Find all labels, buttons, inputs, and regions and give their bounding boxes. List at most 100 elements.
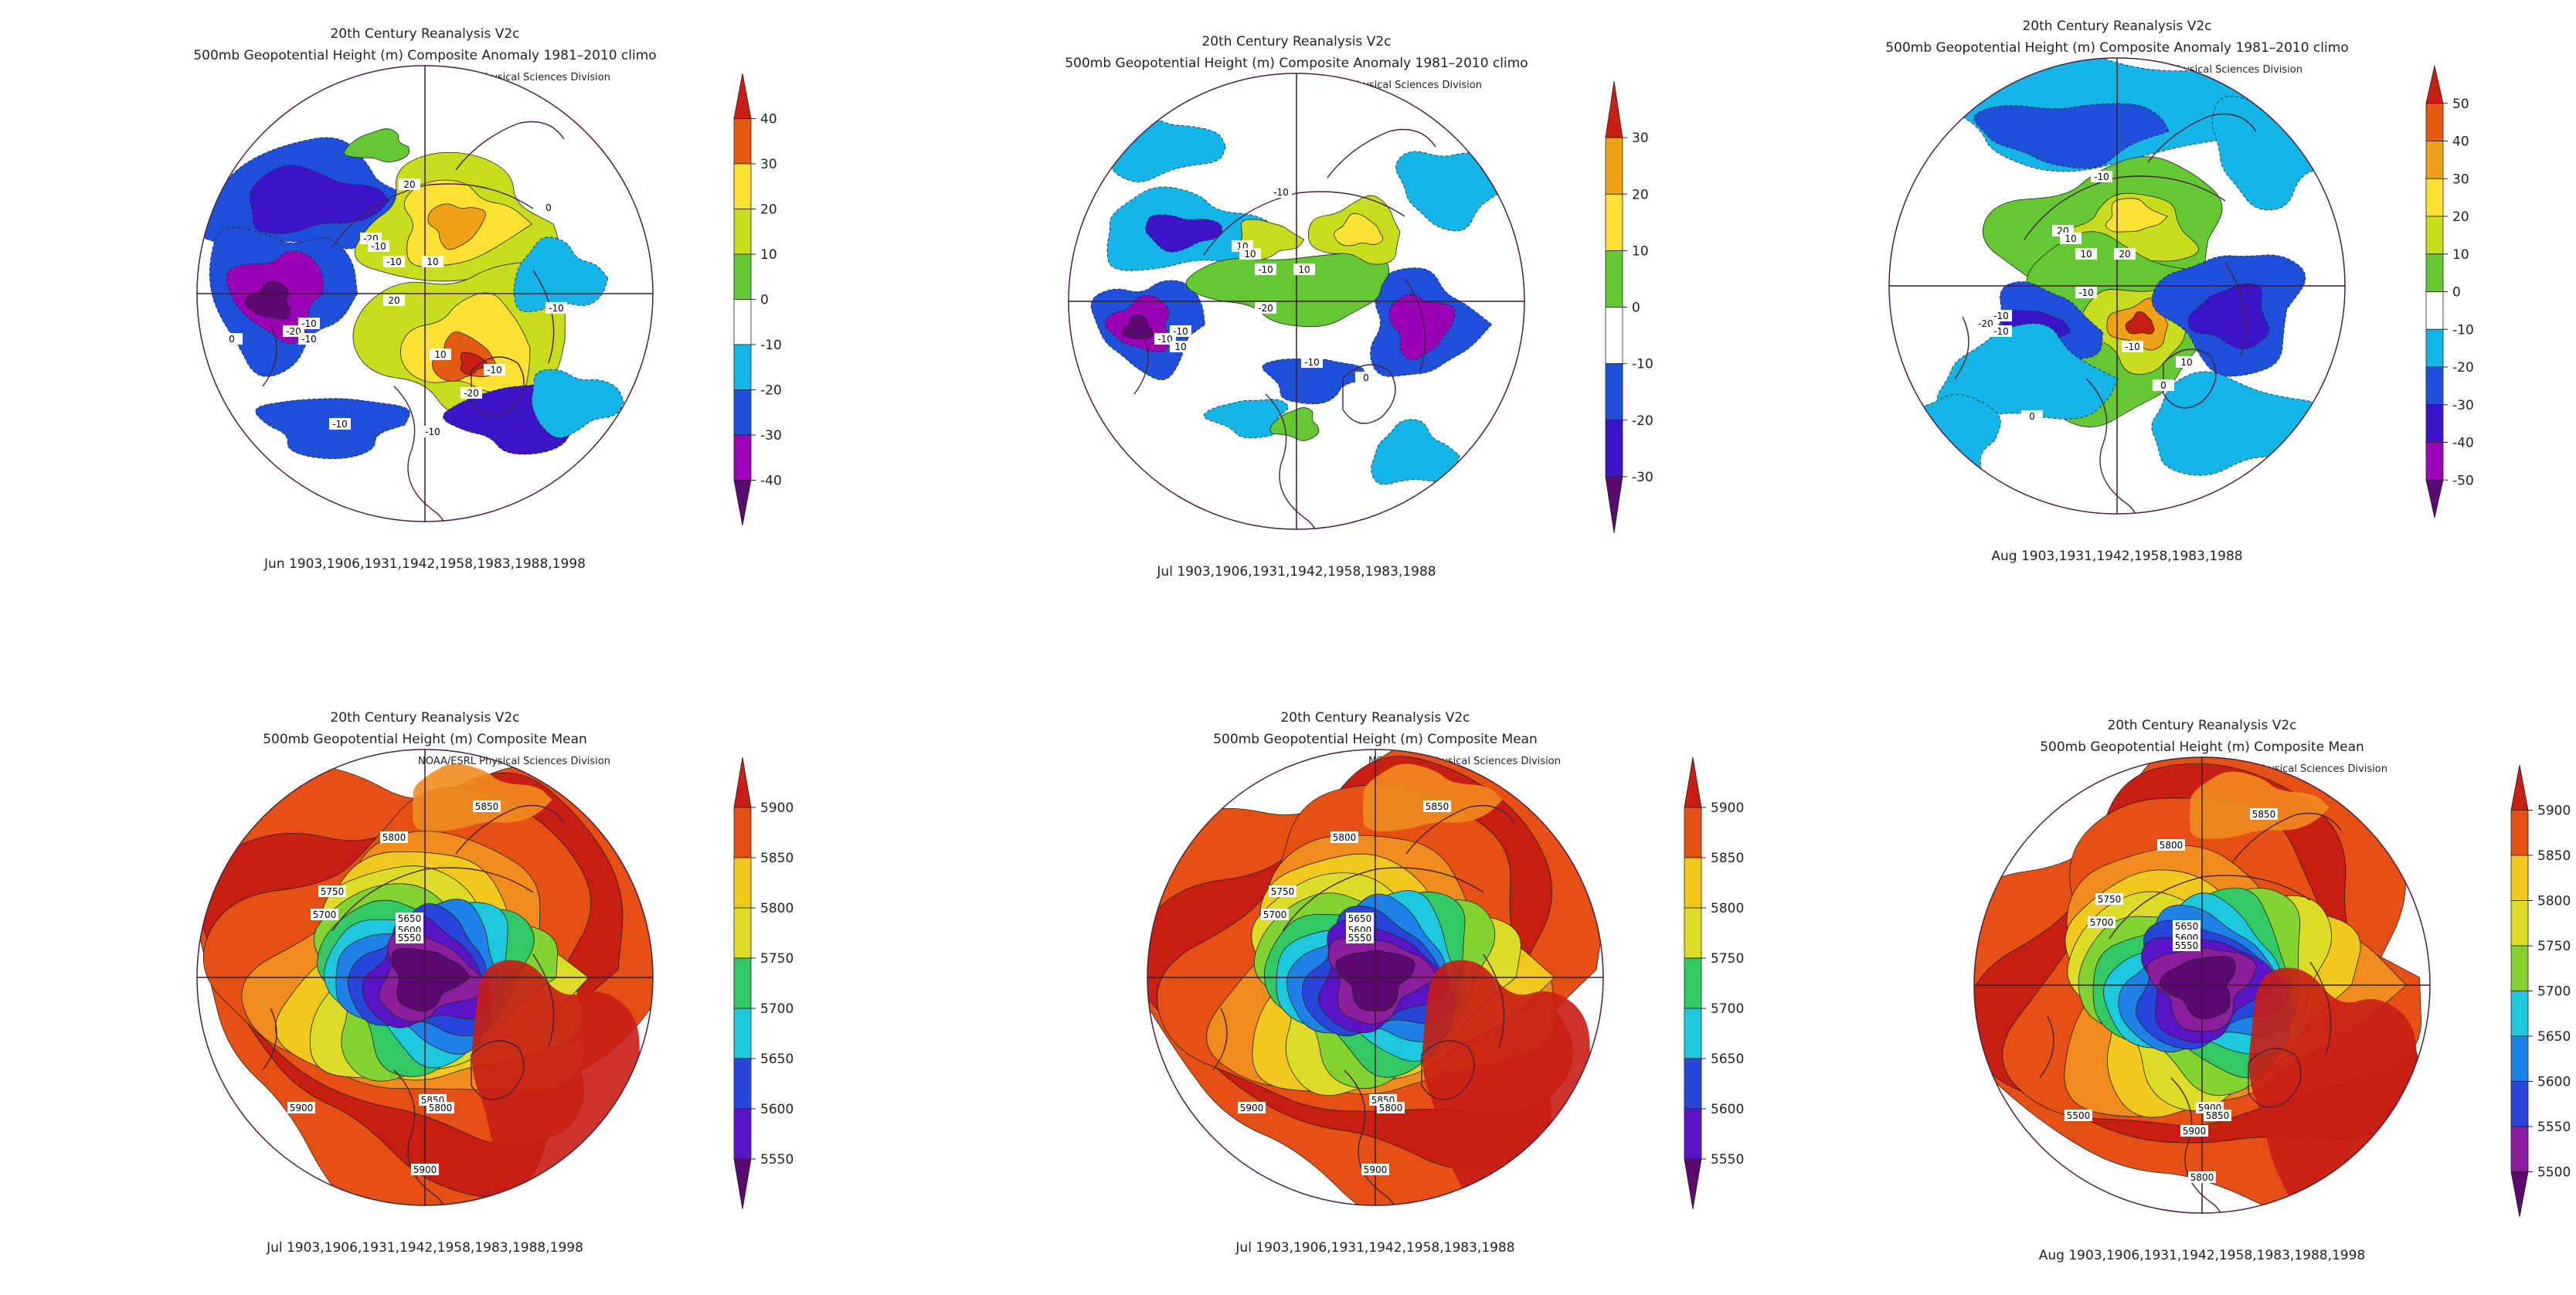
- contour-label: -10: [1157, 334, 1173, 345]
- colorbar-segment: [1684, 907, 1702, 959]
- coastline: [1265, 393, 1319, 529]
- colorbar-tick-label: 5750: [1711, 951, 1744, 967]
- contour-label: 10: [2065, 233, 2076, 244]
- contour-label-bg: [1238, 1102, 1266, 1113]
- contour-label: -10: [549, 303, 564, 314]
- contour-label: 10: [2080, 249, 2092, 260]
- colorbar-segment: [2510, 1081, 2529, 1127]
- colorbar-segment: [2510, 855, 2529, 901]
- colorbar-segment: [1684, 857, 1702, 909]
- coastline: [1344, 1069, 1398, 1205]
- contour-label-bg: [221, 333, 243, 345]
- colorbar-tick-label: 20: [760, 202, 777, 218]
- contour-label-bg: [311, 909, 338, 920]
- map-subtitle: 500mb Geopotential Height (m) Composite …: [1213, 732, 1538, 747]
- date-caption: Jul 1903,1906,1931,1942,1958,1983,1988,1…: [267, 1240, 583, 1256]
- date-caption: Aug 1903,1931,1942,1958,1983,1988: [1991, 549, 2243, 564]
- colorbar-segment: [1684, 807, 1702, 858]
- contour-label: -10: [2094, 172, 2109, 182]
- contour-label: 5650: [1348, 913, 1372, 924]
- map-title: 20th Century Reanalysis V2c: [1201, 34, 1392, 49]
- colorbar-tick-label: 30: [2452, 172, 2469, 187]
- colorbar-tick-label: -10: [1632, 357, 1653, 372]
- contour-label: 5850: [2206, 1110, 2230, 1121]
- contour-label: 5700: [313, 909, 337, 920]
- colorbar: 50 40 30 20 10 0 -10 -20 -30 -40 -50: [2425, 65, 2474, 518]
- colorbar-tick-label: -30: [1632, 470, 1653, 485]
- colorbar-tick-label: 0: [760, 293, 769, 308]
- colorbar: 5900 5850 5800 5750 5700 5650 5600 5550 5500: [2510, 764, 2571, 1218]
- contour-label-bg: [2173, 920, 2200, 932]
- contour-label-bg: [473, 800, 501, 812]
- contour-label-bg: [2176, 356, 2197, 368]
- colorbar-tick-label: 5700: [1711, 1001, 1744, 1017]
- ridge-region: [1422, 960, 1591, 1199]
- contour-label: -10: [1304, 357, 1320, 368]
- anomaly-contour: [460, 352, 488, 376]
- anomaly-contour: [1388, 294, 1456, 361]
- colorbar-tick-label: 50: [2452, 97, 2469, 112]
- contour-label-bg: [1346, 913, 1374, 924]
- contour-label-bg: [422, 426, 443, 437]
- colorbar-segment: [1605, 137, 1623, 195]
- contour-label-bg: [2075, 287, 2097, 298]
- contour-label: 0: [229, 334, 235, 345]
- map-subtitle: 500mb Geopotential Height (m) Composite …: [263, 732, 587, 747]
- contour-label-bg: [287, 1102, 315, 1113]
- contour-label-bg: [2204, 1110, 2231, 1121]
- contour-label: 5850: [1426, 801, 1449, 812]
- contour-label-bg: [460, 387, 482, 399]
- contour-label: -20: [1258, 303, 1273, 314]
- contour-label: -10: [1258, 264, 1273, 275]
- contour-label-bg: [1170, 341, 1191, 352]
- contour-label-bg: [368, 240, 389, 252]
- map-title: 20th Century Reanalysis V2c: [330, 710, 520, 726]
- coastline: [2224, 262, 2247, 356]
- contour-label: 5850: [475, 801, 499, 812]
- colorbar-arrow: [2425, 65, 2444, 104]
- contour-label-bg: [545, 302, 567, 314]
- colorbar-tick-label: 20: [1632, 187, 1649, 202]
- colorbar-segment: [1684, 957, 1702, 1009]
- anomaly-contour: [2187, 283, 2270, 350]
- map-title: 20th Century Reanalysis V2c: [1280, 710, 1470, 726]
- colorbar-tick-label: 0: [2452, 285, 2461, 301]
- contour-label-bg: [2250, 808, 2278, 820]
- contour-label-bg: [2180, 1125, 2208, 1137]
- coastline: [1483, 953, 1505, 1048]
- ridge-region: [2248, 967, 2418, 1207]
- colorbar-segment: [2425, 141, 2444, 179]
- date-caption: Jul 1903,1906,1931,1942,1958,1983,1988: [1157, 564, 1436, 580]
- anomaly-contour: [1936, 323, 2119, 420]
- colorbar-segment: [733, 907, 752, 959]
- ridge-region: [2189, 771, 2330, 839]
- polar-map: 5850 5800 5750 5700 5650 5600 5550 5500 5900 5850…: [1973, 756, 2571, 1218]
- contour-label: 5700: [1263, 909, 1287, 920]
- contour-label: 5900: [1240, 1103, 1264, 1113]
- colorbar-arrow: [2510, 1171, 2529, 1218]
- colorbar-tick-label: 5900: [1711, 800, 1744, 816]
- mean-field: [1974, 757, 2421, 1213]
- colorbar-tick-label: 5900: [2537, 804, 2571, 819]
- colorbar-arrow: [1605, 476, 1623, 534]
- contour-label: 10: [1244, 249, 1256, 260]
- colorbar-tick-label: 40: [760, 112, 777, 127]
- contour-label: 5850: [2252, 809, 2276, 820]
- anomaly-contour: [531, 369, 624, 438]
- coastline: [1342, 364, 1396, 424]
- map-subtitle: 500mb Geopotential Height (m) Composite …: [1885, 40, 2349, 56]
- colorbar-tick-label: -40: [760, 474, 782, 489]
- contour-label-bg: [1255, 263, 1276, 275]
- panel-jun-anomaly: 20th Century Reanalysis V2c 500mb Geopot…: [178, 15, 950, 603]
- polar-map: 5850 5800 5750 5700 5650 5600 5550 5900 5850 5800…: [1147, 749, 1744, 1210]
- contour-label: 10: [2180, 357, 2192, 368]
- colorbar-tick-label: 5850: [1711, 851, 1744, 866]
- contour-label: -10: [425, 427, 440, 437]
- contour-label-bg: [430, 348, 451, 360]
- panel-aug-mean: 20th Century Reanalysis V2c 500mb Geopot…: [1955, 707, 2576, 1294]
- contour-label-bg: [2173, 940, 2200, 951]
- height-contour: [2159, 956, 2236, 1020]
- contour-label: -20: [1978, 318, 1993, 329]
- colorbar-tick-label: 5800: [2537, 894, 2571, 909]
